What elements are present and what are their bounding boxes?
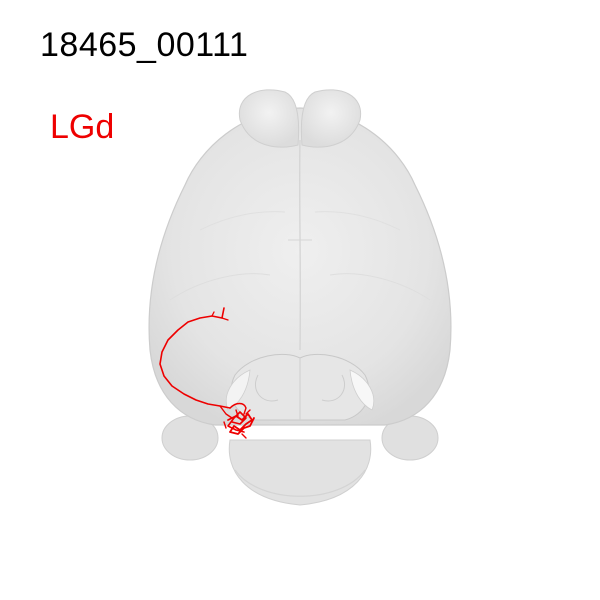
olfactory-bulbs (238, 89, 362, 148)
brain-region-label: LGd (50, 108, 115, 146)
specimen-id-label: 18465_00111 (40, 26, 249, 64)
midline-fissure (299, 139, 301, 351)
hindbrain-shape (161, 415, 439, 506)
neuron-trace (159, 307, 255, 439)
midbrain-shape (225, 353, 375, 421)
